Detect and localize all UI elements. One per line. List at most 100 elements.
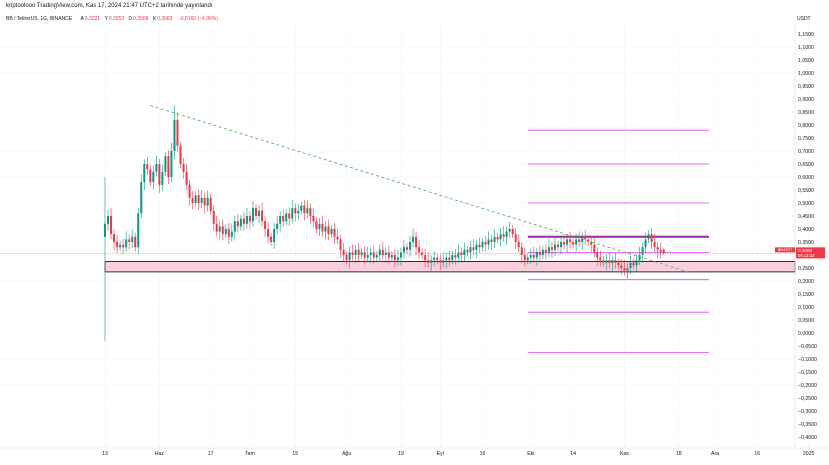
candle-body [273, 229, 276, 242]
price-tick-label: 0,8500 [798, 110, 814, 116]
candle-body [276, 223, 279, 229]
candle-body [644, 239, 647, 248]
candle-body [173, 119, 176, 151]
candle-body [557, 244, 559, 248]
time-tick-label: 19 [398, 451, 404, 457]
change-value: −0,0160 (−4,96%) [177, 16, 218, 22]
time-tick-label: 14 [570, 451, 576, 457]
candle-body [487, 239, 490, 245]
candle-body [472, 247, 475, 250]
candle-body [330, 229, 333, 235]
trendline [150, 105, 688, 273]
candle-body [251, 208, 254, 222]
candle-body [593, 244, 596, 253]
currency-label[interactable]: USDT [797, 16, 811, 22]
candle-body [387, 252, 390, 258]
candle-body [523, 255, 526, 261]
candle-body [122, 244, 125, 248]
candle-body [526, 257, 529, 261]
candle-body [469, 247, 472, 253]
candle-body [433, 257, 436, 261]
candle-body [110, 216, 113, 235]
price-tick-label: −0,4000 [798, 435, 817, 441]
price-tick-label: −0,2500 [798, 396, 817, 402]
candle-body [641, 247, 644, 255]
candle-body [342, 249, 345, 255]
candle-body [176, 119, 179, 146]
time-tick-label: 16 [480, 451, 486, 457]
candle-body [508, 229, 511, 232]
candle-body [659, 249, 662, 253]
candle-body [267, 229, 270, 237]
candle-body [182, 164, 185, 172]
candle-body [560, 242, 563, 248]
candle-body [436, 257, 439, 261]
candle-body [363, 252, 366, 258]
candle-body [303, 205, 306, 214]
candle-body [617, 262, 620, 266]
candle-body [312, 216, 315, 222]
price-tick-label: 0,7500 [798, 136, 814, 142]
time-tick-label: Eki [527, 451, 534, 457]
candle-body [421, 252, 424, 255]
candle-body [264, 221, 267, 229]
candle-body [155, 164, 158, 172]
open-value: 0,3221 [84, 16, 101, 22]
candle-body [620, 265, 623, 268]
candle-body [116, 242, 119, 248]
candle-body [430, 260, 433, 263]
candle-body [236, 221, 239, 227]
low-value: 0,3008 [133, 16, 149, 22]
time-tick-label: 18 [676, 451, 682, 457]
candle-body [409, 242, 412, 250]
candle-body [206, 197, 209, 206]
candle-body [629, 262, 632, 268]
candle-body [227, 229, 230, 237]
candle-body [164, 156, 167, 172]
candle-body [553, 244, 556, 250]
candle-body [511, 229, 514, 235]
candle-body [306, 208, 309, 214]
price-tick-label: 0,0500 [798, 318, 814, 324]
price-tick-label: 0,5000 [798, 201, 814, 207]
candle-body [451, 255, 454, 261]
candle-body [191, 197, 194, 203]
candle-body [161, 171, 164, 185]
candle-body [590, 242, 593, 245]
candle-body [203, 197, 206, 206]
candle-body [158, 164, 161, 185]
candle-body [493, 236, 496, 242]
close-value: 0,3063 [157, 16, 173, 22]
price-badge-countdown: 06:13:32 [798, 253, 815, 258]
price-tick-label: 0,7000 [798, 149, 814, 155]
candle-body [140, 182, 143, 214]
candle-body [197, 195, 200, 203]
candle-body [360, 252, 363, 255]
candle-body [490, 239, 493, 242]
candle-body [442, 260, 445, 263]
candle-body [170, 151, 173, 177]
candle-body [578, 239, 581, 242]
candle-body [258, 210, 261, 216]
candle-body [596, 252, 599, 258]
symbol-legend: BB / TetherUS, 1G, BINANCE A0,3221 Y0,32… [6, 16, 218, 22]
candle-body [279, 216, 282, 224]
candle-body [381, 249, 384, 255]
candle-body [149, 169, 152, 183]
price-tick-label: 0,2500 [798, 266, 814, 272]
candle-body [415, 236, 418, 248]
candle-body [502, 234, 505, 237]
candle-body [599, 257, 602, 261]
candle-body [215, 223, 218, 232]
candle-body [245, 216, 248, 224]
candle-body [384, 252, 387, 255]
symbol-name[interactable]: BB / TetherUS, 1G, BINANCE [6, 16, 73, 22]
candle-body [454, 255, 457, 258]
candle-body [463, 249, 466, 255]
candle-body [339, 239, 342, 250]
candle-body [466, 249, 469, 253]
price-tick-label: 0,6000 [798, 175, 814, 181]
candle-body [369, 252, 372, 255]
high-value: 0,3252 [108, 16, 125, 22]
